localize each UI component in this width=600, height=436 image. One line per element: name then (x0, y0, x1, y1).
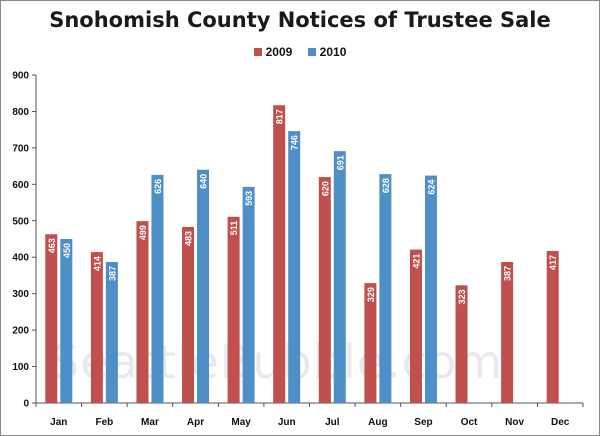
bar-2010 (151, 174, 164, 403)
bar-2009 (501, 261, 514, 403)
data-label-2009: 620 (320, 181, 330, 196)
data-label-2010: 450 (62, 243, 72, 258)
bar-2009 (227, 216, 240, 403)
data-label-2009: 483 (184, 231, 194, 246)
x-tick-label: Jan (50, 417, 67, 428)
x-tick-label: Dec (551, 417, 570, 428)
data-label-2009: 421 (411, 254, 421, 269)
y-tick-label: 800 (12, 107, 29, 118)
x-tick-label: May (231, 417, 251, 428)
y-tick-label: 400 (12, 253, 29, 264)
bar-2009 (136, 221, 149, 403)
data-label-2009: 499 (138, 225, 148, 240)
data-label-2009: 329 (366, 287, 376, 302)
data-label-2010: 640 (199, 174, 209, 189)
bar-2009 (455, 285, 468, 403)
x-tick-label: Feb (95, 417, 113, 428)
data-label-2010: 387 (107, 266, 117, 281)
x-tick-label: Mar (141, 417, 159, 428)
legend-swatch-2009 (253, 48, 262, 56)
y-tick-label: 500 (12, 216, 29, 227)
bar-2009 (364, 283, 377, 403)
legend-label-2010: 2010 (319, 45, 347, 59)
legend-label-2009: 2009 (265, 45, 293, 59)
data-label-2009: 511 (229, 221, 239, 236)
bar-2010 (379, 174, 392, 403)
y-tick-label: 700 (12, 143, 29, 154)
data-label-2010: 746 (290, 135, 300, 150)
x-tick-label: Sep (414, 417, 432, 428)
x-tick-label: Jun (278, 417, 296, 428)
x-tick-label: Nov (505, 417, 524, 428)
x-tick-label: Aug (368, 417, 387, 428)
bar-2009 (45, 234, 58, 403)
bar-2010 (333, 151, 346, 403)
data-label-2009: 387 (503, 266, 513, 281)
data-label-2009: 414 (92, 256, 102, 271)
bar-2009 (182, 226, 195, 403)
data-label-2010: 624 (426, 180, 436, 195)
y-tick-label: 600 (12, 180, 29, 191)
y-tick-label: 300 (12, 289, 29, 300)
y-tick-label: 900 (12, 71, 29, 82)
bar-2010 (60, 239, 73, 403)
bar-2010 (242, 186, 255, 403)
data-label-2010: 593 (244, 191, 254, 206)
bar-2009 (273, 105, 286, 403)
data-label-2009: 323 (457, 289, 467, 304)
x-tick-label: Jul (325, 417, 340, 428)
bar-2010 (424, 175, 437, 403)
legend-item-2009: 2009 (253, 45, 293, 59)
legend: 2009 2010 (0, 45, 600, 59)
y-tick-label: 100 (12, 362, 29, 373)
bar-2010 (105, 261, 118, 403)
data-label-2009: 463 (47, 238, 57, 253)
data-label-2009: 417 (548, 255, 558, 270)
legend-item-2010: 2010 (307, 45, 347, 59)
data-label-2010: 691 (335, 155, 345, 170)
bar-2010 (288, 131, 301, 403)
data-label-2010: 626 (153, 179, 163, 194)
x-tick-label: Apr (187, 417, 204, 428)
bar-2010 (197, 169, 210, 403)
bar-2009 (409, 249, 422, 403)
data-label-2010: 628 (381, 178, 391, 193)
data-label-2009: 817 (275, 109, 285, 124)
y-tick-label: 0 (23, 399, 29, 410)
bar-2009 (546, 251, 559, 403)
y-tick-label: 200 (12, 326, 29, 337)
x-tick-label: Oct (461, 417, 478, 428)
chart-title: Snohomish County Notices of Trustee Sale (49, 8, 551, 32)
bar-2009 (318, 177, 331, 403)
legend-swatch-2010 (307, 48, 316, 56)
bar-2009 (90, 252, 103, 403)
